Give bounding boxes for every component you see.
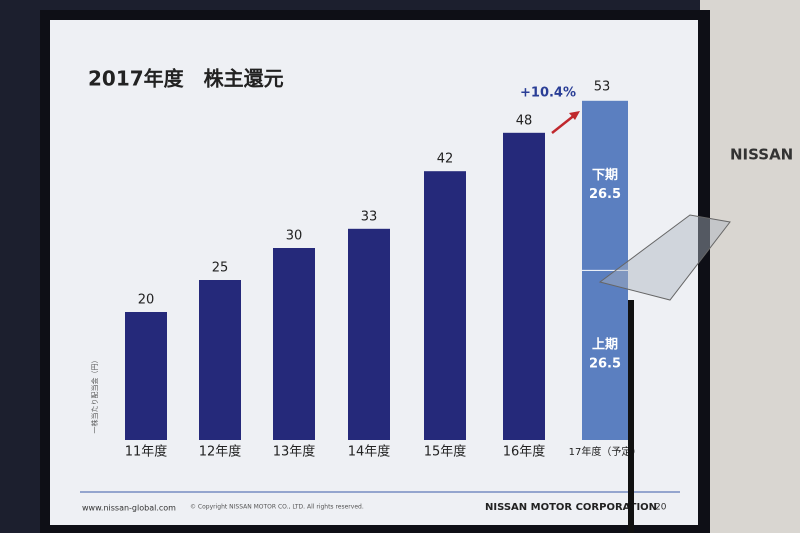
bar <box>199 280 241 440</box>
segment-value: 26.5 <box>589 357 621 372</box>
y-axis-label: 一株当たり配当金（円） <box>90 357 99 434</box>
prompter-stand <box>628 300 634 533</box>
x-tick-label: 13年度 <box>273 444 316 460</box>
prompter-glass <box>598 214 731 301</box>
footer-url: www.nissan-global.com <box>82 504 176 513</box>
bar <box>348 228 390 440</box>
footer-copyright: © Copyright NISSAN MOTOR CO., LTD. All r… <box>190 504 364 511</box>
slide-title: 2017年度 株主還元 <box>88 67 284 91</box>
stack-segment <box>582 270 628 440</box>
x-tick-label: 14年度 <box>348 444 391 460</box>
x-tick-label: 12年度 <box>199 444 242 460</box>
x-tick-label: 17年度（予定） <box>569 445 642 458</box>
bar <box>273 248 315 440</box>
stack-segment <box>582 100 628 271</box>
arrow-head <box>569 111 580 120</box>
bar <box>424 171 466 440</box>
stack-total-label: 53 <box>594 79 611 94</box>
segment-value: 26.5 <box>589 187 621 202</box>
x-tick-label: 11年度 <box>125 444 168 460</box>
bar <box>125 312 167 440</box>
page-number: 20 <box>655 503 667 513</box>
side-wall <box>700 0 800 533</box>
value-label: 25 <box>212 261 229 276</box>
value-label: 42 <box>437 152 454 167</box>
segment-name: 下期 <box>592 168 618 183</box>
wall-sign: NISSAN <box>730 146 793 164</box>
value-label: 48 <box>516 113 533 128</box>
bar <box>503 132 545 441</box>
value-label: 30 <box>286 229 303 244</box>
growth-arrow <box>551 113 577 134</box>
value-label: 33 <box>361 209 378 224</box>
x-tick-label: 16年度 <box>503 444 546 460</box>
plot: 11年度 20 12年度 25 13年度 30 14年度 33 15年度 42 16年度 48 17年度… <box>125 79 642 459</box>
annotation: +10.4% <box>520 86 576 101</box>
segment-name: 上期 <box>592 338 618 353</box>
footer-company: NISSAN MOTOR CORPORATION <box>485 502 657 513</box>
x-tick-label: 15年度 <box>424 444 467 460</box>
value-label: 20 <box>138 293 155 308</box>
